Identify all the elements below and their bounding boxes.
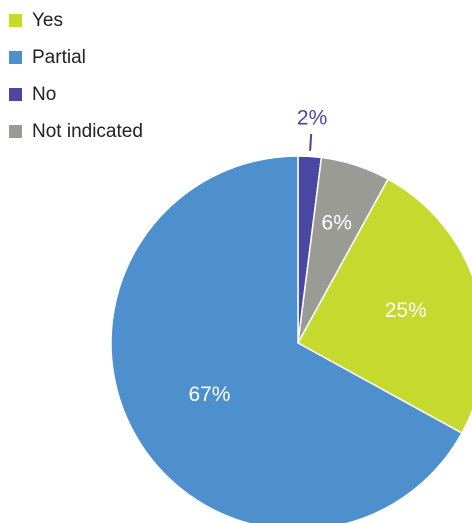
legend-label: Partial xyxy=(32,47,86,68)
legend-swatch xyxy=(9,88,22,101)
data-label: 25% xyxy=(385,299,427,322)
legend-label: Not indicated xyxy=(32,121,143,142)
legend-swatch xyxy=(9,125,22,138)
leader-line xyxy=(309,133,313,151)
pie-slice xyxy=(110,155,463,523)
data-label: 2% xyxy=(297,107,327,130)
pie-slice xyxy=(296,178,472,435)
data-label: 67% xyxy=(188,383,230,406)
legend-swatch xyxy=(9,51,22,64)
data-label: 6% xyxy=(322,211,352,234)
legend-swatch xyxy=(9,14,22,27)
legend-label: No xyxy=(32,84,56,105)
legend-label: Yes xyxy=(32,10,63,31)
